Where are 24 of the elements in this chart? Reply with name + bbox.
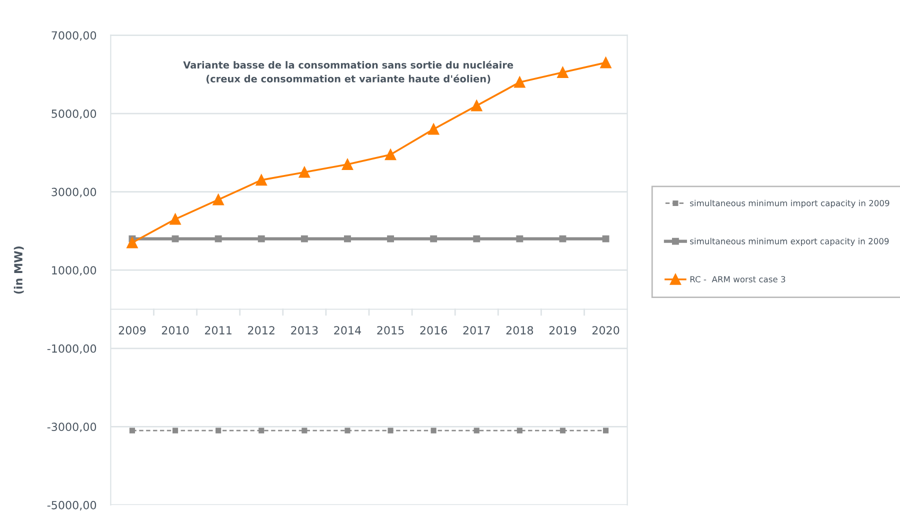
x-tick-label: 2018 <box>506 326 534 335</box>
y-tick-label: 3000,00 <box>52 188 96 198</box>
y-tick-label: 7000,00 <box>52 31 96 41</box>
x-tick-label: 2015 <box>377 326 404 335</box>
x-tick-label: 2017 <box>463 326 490 335</box>
x-tick-label: 2010 <box>162 326 189 335</box>
x-tick-label: 2011 <box>205 326 232 335</box>
x-tick-label: 2016 <box>420 326 448 335</box>
x-tick-label: 2013 <box>291 326 318 335</box>
x-tick-label: 2012 <box>248 326 274 335</box>
legend-label: simultaneous minimum import capacity in 2009 <box>690 200 890 208</box>
x-tick-label: 2014 <box>334 326 361 335</box>
y-tick-label: -3000,00 <box>47 422 96 432</box>
legend-label: RC - ARM worst case 3 <box>690 276 786 282</box>
legend-label: simultaneous minimum export capacity in 2009 <box>690 238 889 246</box>
x-tick-label: 2009 <box>118 326 146 335</box>
y-axis-title: (in MW) <box>14 246 24 294</box>
x-tick-label: 2020 <box>592 326 620 335</box>
y-tick-label: -1000,00 <box>47 344 96 354</box>
y-tick-label: 5000,00 <box>52 110 96 120</box>
x-tick-label: 2019 <box>549 326 576 335</box>
y-tick-label: 1000,00 <box>52 266 96 276</box>
text: Variante basse de la consommation sans sortie du nucléaire (creux de consommation et variante haute d'éolien) <box>183 60 514 84</box>
y-tick-label: -5000,00 <box>47 500 96 510</box>
